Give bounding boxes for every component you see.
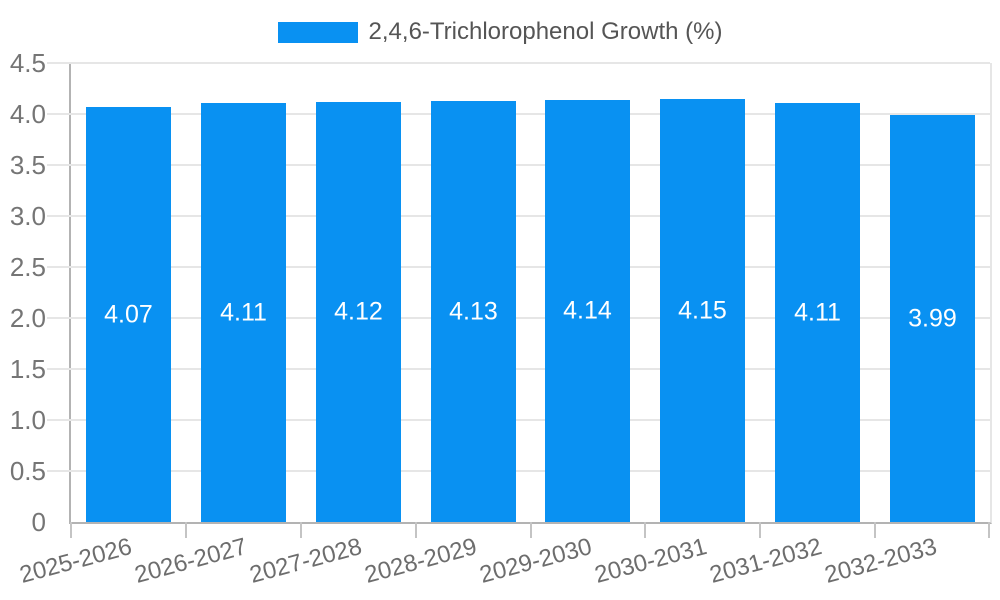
gridline: [47, 470, 990, 472]
y-tick-label: 4.0: [9, 99, 46, 129]
y-axis: 0 0.5 1.0 1.5 2.0 2.5 3.0 3.5 4.0 4.5: [0, 49, 46, 536]
bar-2031-2032: 4.11: [775, 103, 860, 522]
gridline: [47, 164, 990, 166]
y-tick-label: 1.0: [9, 405, 46, 435]
y-tick-label: 0: [31, 507, 46, 537]
x-tick: [644, 522, 646, 538]
y-tick-label: 2.0: [9, 303, 46, 333]
gridline: [47, 419, 990, 421]
gridline: [47, 368, 990, 370]
bar-2030-2031: 4.15: [660, 99, 745, 522]
bar-value-label: 4.14: [563, 296, 612, 325]
x-tick: [185, 522, 187, 538]
bar-value-label: 4.07: [104, 300, 153, 328]
gridline: [47, 62, 990, 64]
legend: 2,4,6-Trichlorophenol Growth (%): [0, 20, 1000, 44]
x-tick: [300, 522, 302, 538]
y-tick-label: 3.5: [9, 150, 46, 180]
y-tick-label: 3.0: [9, 201, 46, 231]
gridline: [47, 266, 990, 268]
x-tick: [759, 522, 761, 538]
x-tick: [70, 522, 72, 538]
bar-value-label: 3.99: [908, 304, 957, 332]
bar-2027-2028: 4.12: [316, 102, 401, 522]
legend-swatch: [277, 21, 358, 43]
x-tick: [874, 522, 876, 538]
bar-2026-2027: 4.11: [201, 103, 286, 522]
x-tick: [530, 522, 532, 538]
bar-value-label: 4.11: [794, 298, 841, 326]
gridline: [47, 215, 990, 217]
bar-value-label: 4.13: [449, 297, 498, 325]
x-tick: [415, 522, 417, 538]
bar-value-label: 4.12: [334, 297, 383, 326]
bar-2032-2033: 3.99: [890, 115, 975, 522]
bar-value-label: 4.15: [678, 296, 727, 324]
bar-value-label: 4.11: [220, 298, 267, 326]
x-tick: [988, 522, 990, 538]
bar-2028-2029: 4.13: [431, 101, 516, 522]
legend-label: 2,4,6-Trichlorophenol Growth (%): [368, 18, 723, 45]
bar-2029-2030: 4.14: [545, 100, 630, 522]
y-tick-label: 1.5: [9, 354, 46, 384]
y-tick-label: 0.5: [9, 456, 46, 486]
y-tick-label: 2.5: [9, 252, 46, 282]
y-tick-label: 4.5: [9, 48, 46, 78]
gridline: [47, 317, 990, 319]
plot-area: 4.07 4.11 4.12 4.13 4.14 4.15 4.11 3.99: [47, 62, 992, 538]
gridline: [47, 113, 990, 115]
bar-2025-2026: 4.07: [86, 107, 171, 522]
